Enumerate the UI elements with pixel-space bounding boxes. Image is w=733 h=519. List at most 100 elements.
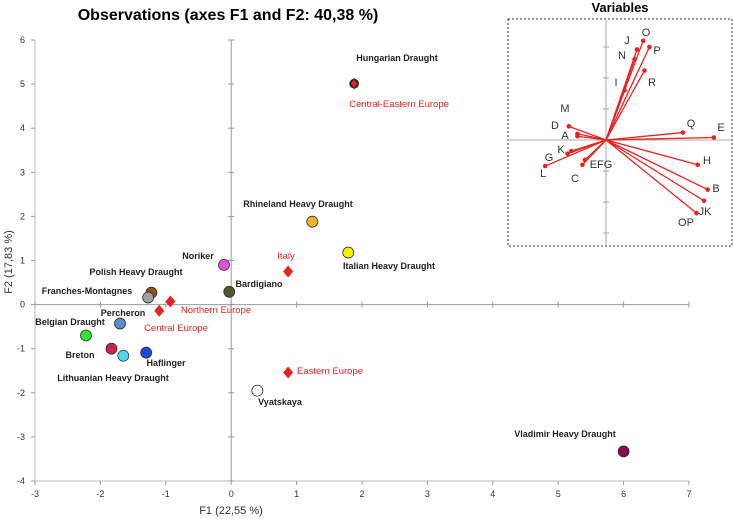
x-tick-label: 1 <box>294 489 299 499</box>
observation-label: Lithuanian Heavy Draught <box>57 373 169 383</box>
x-tick-label: 7 <box>686 489 691 499</box>
variable-vector <box>605 139 705 202</box>
supplementary-label: Eastern Europe <box>297 366 363 377</box>
variable-vector <box>577 135 607 141</box>
x-tick-label: 2 <box>359 489 364 499</box>
variable-vector-tip <box>695 162 701 168</box>
observation-marker <box>114 317 126 330</box>
variable-vector-tip <box>632 57 637 62</box>
supplementary-marker <box>283 366 294 379</box>
supplementary-label: Northern Europe <box>181 305 251 316</box>
supplementary-label: Central Europe <box>144 323 208 334</box>
variable-label: K <box>557 144 565 156</box>
variable-vector <box>605 70 646 141</box>
variable-vector-tip <box>701 198 707 204</box>
observation-label: Polish Heavy Draught <box>89 267 182 277</box>
supplementary-label: Central-Eastern Europe <box>349 99 449 110</box>
y-tick-label: 2 <box>20 211 25 221</box>
variable-label: A <box>561 130 569 142</box>
x-tick-label: 0 <box>229 489 234 499</box>
y-tick-label: -3 <box>17 432 25 442</box>
variable-label: O <box>642 27 651 39</box>
variable-label: I <box>614 77 617 89</box>
variable-vector-tip <box>694 210 699 216</box>
observation-marker <box>306 215 319 228</box>
variable-vector-tip <box>634 47 640 52</box>
variable-label: J <box>624 35 630 47</box>
variables-title: Variables <box>591 0 648 15</box>
x-tick-label: 6 <box>621 489 626 499</box>
chart-title: Observations (axes F1 and F2: 40,38 %) <box>78 7 379 24</box>
observation-marker <box>142 291 155 304</box>
variable-vector <box>581 139 607 166</box>
y-axis-label: F2 (17,83 %) <box>3 230 15 294</box>
variable-vector-tip <box>566 124 572 129</box>
variable-vector <box>605 136 714 141</box>
observation-label: Franches-Montagnes <box>42 286 133 296</box>
observation-label: Hungarian Draught <box>356 53 438 63</box>
observation-label: Percheron <box>101 308 146 318</box>
variable-label: OP <box>678 217 694 229</box>
y-tick-label: -1 <box>17 344 25 354</box>
variable-vector <box>605 46 650 141</box>
observation-marker <box>617 445 630 458</box>
supplementary-label: Italy <box>277 251 295 262</box>
observation-label: Italian Heavy Draught <box>343 261 435 271</box>
x-tick-label: -1 <box>162 489 170 499</box>
variable-label: G <box>545 152 554 164</box>
variable-label: D <box>551 120 559 132</box>
variable-label: R <box>648 77 656 89</box>
observation-marker <box>105 342 118 355</box>
observation-label: Belgian Draught <box>35 317 105 327</box>
variable-vector-tip <box>565 151 570 156</box>
variable-label: N <box>618 50 626 62</box>
variable-vector <box>605 139 698 166</box>
x-tick-label: -3 <box>31 489 39 499</box>
y-tick-label: 1 <box>20 256 25 266</box>
observation-label: Bardigiano <box>235 279 283 289</box>
observation-label: Breton <box>66 350 95 360</box>
x-tick-label: 4 <box>490 489 495 499</box>
x-tick-label: 5 <box>556 489 561 499</box>
variable-label: P <box>653 45 660 57</box>
y-tick-label: -2 <box>17 388 25 398</box>
observation-label: Rhineland Heavy Draught <box>243 199 353 209</box>
observation-label: Vyatskaya <box>258 397 303 407</box>
variable-vector-tip <box>542 163 548 169</box>
y-tick-label: 5 <box>20 79 25 89</box>
variable-vector-tip <box>642 68 647 73</box>
x-tick-label: -2 <box>96 489 104 499</box>
y-tick-label: -4 <box>17 476 25 486</box>
variable-label: Q <box>687 118 696 130</box>
variable-label: JK <box>699 206 713 218</box>
variables-frame <box>507 18 733 247</box>
x-axis-label: F1 (22,55 %) <box>199 505 263 517</box>
observation-marker <box>117 349 130 362</box>
y-tick-label: 4 <box>20 123 25 133</box>
observation-marker <box>80 329 92 342</box>
variable-vector-tip <box>680 130 686 135</box>
variable-vector-tip <box>705 187 710 192</box>
variable-vector <box>605 131 683 141</box>
supplementary-marker <box>350 79 358 88</box>
variable-label: EFG <box>590 159 613 171</box>
y-tick-label: 6 <box>20 35 25 45</box>
variable-vector-tip <box>575 133 580 139</box>
supplementary-marker <box>165 295 176 308</box>
variables-inset: Variables OJN P R I MDA Q E KGL EFG C H B JK OP <box>507 0 733 247</box>
y-tick-label: 0 <box>20 300 25 310</box>
variable-vector-tip <box>622 88 627 93</box>
observation-label: Haflinger <box>146 358 186 368</box>
observation-marker <box>342 246 355 259</box>
variable-label: C <box>571 173 579 185</box>
variable-vector-tip <box>580 162 585 168</box>
observation-marker <box>140 346 153 359</box>
observation-label: Noriker <box>182 251 214 261</box>
observation-label: Vladimir Heavy Draught <box>514 429 616 439</box>
supplementary-marker <box>154 304 165 317</box>
x-tick-label: 3 <box>425 489 430 499</box>
variable-vector <box>605 90 626 141</box>
variable-label: E <box>717 122 724 134</box>
y-tick-label: 3 <box>20 167 25 177</box>
